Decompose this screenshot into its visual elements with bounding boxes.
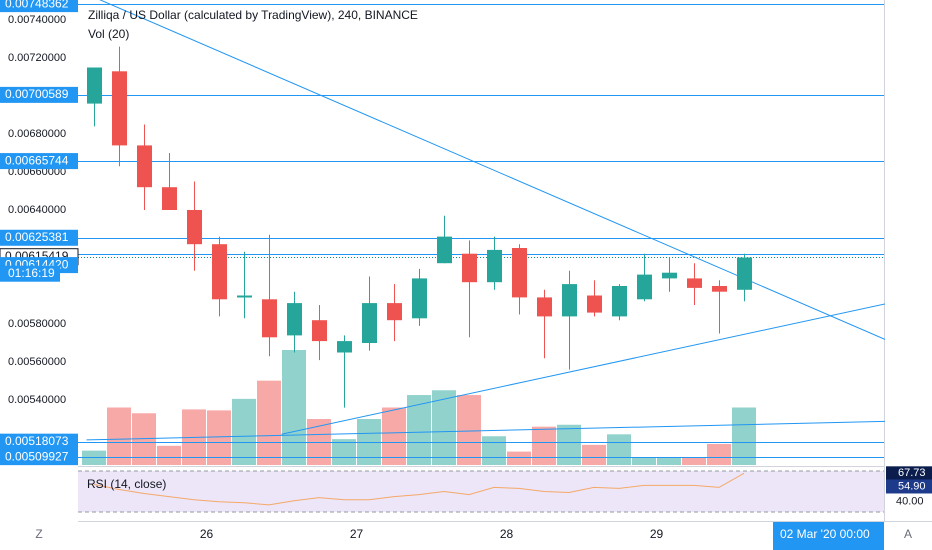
volume-bar xyxy=(557,424,581,465)
volume-bar xyxy=(507,451,531,465)
countdown-label: 01:16:19 xyxy=(8,266,55,280)
rsi-label-box xyxy=(886,466,932,481)
volume-bar xyxy=(707,443,731,465)
price-label-box xyxy=(0,433,78,450)
candle-body xyxy=(612,286,627,317)
volume-bar xyxy=(282,350,306,465)
chart-title: Zilliqa / US Dollar (calculated by Tradi… xyxy=(88,8,418,22)
candle-body xyxy=(437,236,452,264)
price-label-box xyxy=(0,86,78,103)
price-tick-label: 0.00720000 xyxy=(8,52,66,64)
price-label: 0.00518073 xyxy=(5,434,69,448)
rsi-legend: RSI (14, close) xyxy=(87,477,167,491)
volume-bar xyxy=(482,436,506,465)
zoom-reset-button[interactable]: Z xyxy=(35,527,42,541)
time-tick-label: 28 xyxy=(500,527,514,541)
candle-body xyxy=(462,253,477,283)
candle-body xyxy=(262,299,277,338)
price-label-box xyxy=(0,0,78,13)
trend-line[interactable] xyxy=(281,298,907,435)
volume-bar xyxy=(582,444,606,465)
cursor-time-label: 02 Mar '20 00:00 xyxy=(780,527,870,541)
price-axis[interactable]: 0.007400000.007200000.006800000.00660000… xyxy=(0,0,932,521)
rsi-label: 67.73 xyxy=(898,467,926,479)
volume-bar xyxy=(432,390,456,465)
candle-body xyxy=(187,210,202,245)
candle-body xyxy=(137,145,152,188)
candle-body xyxy=(712,286,727,292)
price-tick-label: 0.00580000 xyxy=(8,318,66,330)
rsi-line xyxy=(93,472,745,506)
candle-body xyxy=(212,244,227,300)
volume-bar xyxy=(382,407,406,465)
time-tick-label: 29 xyxy=(650,527,664,541)
volume-bar xyxy=(332,439,356,465)
volume-bar xyxy=(532,426,556,465)
price-label: 0.00509927 xyxy=(5,449,69,463)
price-label-box xyxy=(0,153,78,170)
price-axis-bg xyxy=(885,0,932,521)
trend-line[interactable] xyxy=(94,0,907,350)
candle-body xyxy=(387,303,402,321)
candle-body xyxy=(362,303,377,343)
candle-body xyxy=(487,249,502,283)
price-tick-label: 0.00640000 xyxy=(8,204,66,216)
volume-bar xyxy=(457,395,481,465)
volume-bar xyxy=(232,398,256,465)
time-tick-label: 27 xyxy=(350,527,364,541)
price-tick-label: 0.00560000 xyxy=(8,356,66,368)
countdown-box xyxy=(0,265,60,282)
volume-bar xyxy=(207,410,231,465)
candle-body xyxy=(512,248,527,298)
rsi-label: 54.90 xyxy=(898,480,926,492)
price-tick-label: 0.00540000 xyxy=(8,394,66,406)
candle-body xyxy=(562,284,577,317)
candle-body xyxy=(737,257,752,290)
cursor-time-box xyxy=(773,522,884,550)
volume-bar xyxy=(157,445,181,465)
rsi-pane xyxy=(78,470,884,513)
candle-body xyxy=(162,187,177,210)
candle-body xyxy=(537,297,552,317)
candle-body xyxy=(337,341,352,353)
price-tick-label: 0.00740000 xyxy=(8,14,66,26)
candle-body xyxy=(687,278,702,288)
volume-legend: Vol (20) xyxy=(88,27,130,41)
trend-lines[interactable] xyxy=(86,0,907,441)
candle-body xyxy=(112,71,127,146)
volume-bar xyxy=(407,395,431,465)
candle-body xyxy=(412,278,427,319)
candle-body xyxy=(637,274,652,300)
price-label-box xyxy=(0,449,78,466)
price-tick-label: 0.00680000 xyxy=(8,128,66,140)
candle-body xyxy=(587,295,602,313)
candle-body xyxy=(287,303,302,336)
candle-body xyxy=(237,295,252,298)
auto-scale-button[interactable]: A xyxy=(904,527,912,541)
candles xyxy=(87,46,752,408)
rsi-label: 40.00 xyxy=(896,496,924,508)
volume-bar xyxy=(657,457,681,465)
volume-bar xyxy=(107,407,131,465)
price-label-box xyxy=(0,229,78,246)
candle-body xyxy=(312,320,327,342)
volume-bar xyxy=(732,407,756,465)
price-label: 0.00665744 xyxy=(5,153,69,167)
volume-bar xyxy=(607,434,631,465)
volume-bars xyxy=(82,350,756,465)
time-axis[interactable]: 26 27 28 29 02 Mar '20 00:00 Z A xyxy=(35,522,912,550)
price-label: 0.00748362 xyxy=(5,0,69,10)
trend-line[interactable] xyxy=(86,420,907,441)
candle-body xyxy=(87,67,102,104)
price-label: 0.00625381 xyxy=(5,230,69,244)
volume-bar xyxy=(257,380,281,465)
candle-body xyxy=(662,272,677,279)
volume-bar xyxy=(682,457,706,465)
time-tick-label: 26 xyxy=(200,527,214,541)
volume-bar xyxy=(632,457,656,465)
price-label: 0.00700589 xyxy=(5,87,69,101)
rsi-label-box xyxy=(886,479,932,494)
